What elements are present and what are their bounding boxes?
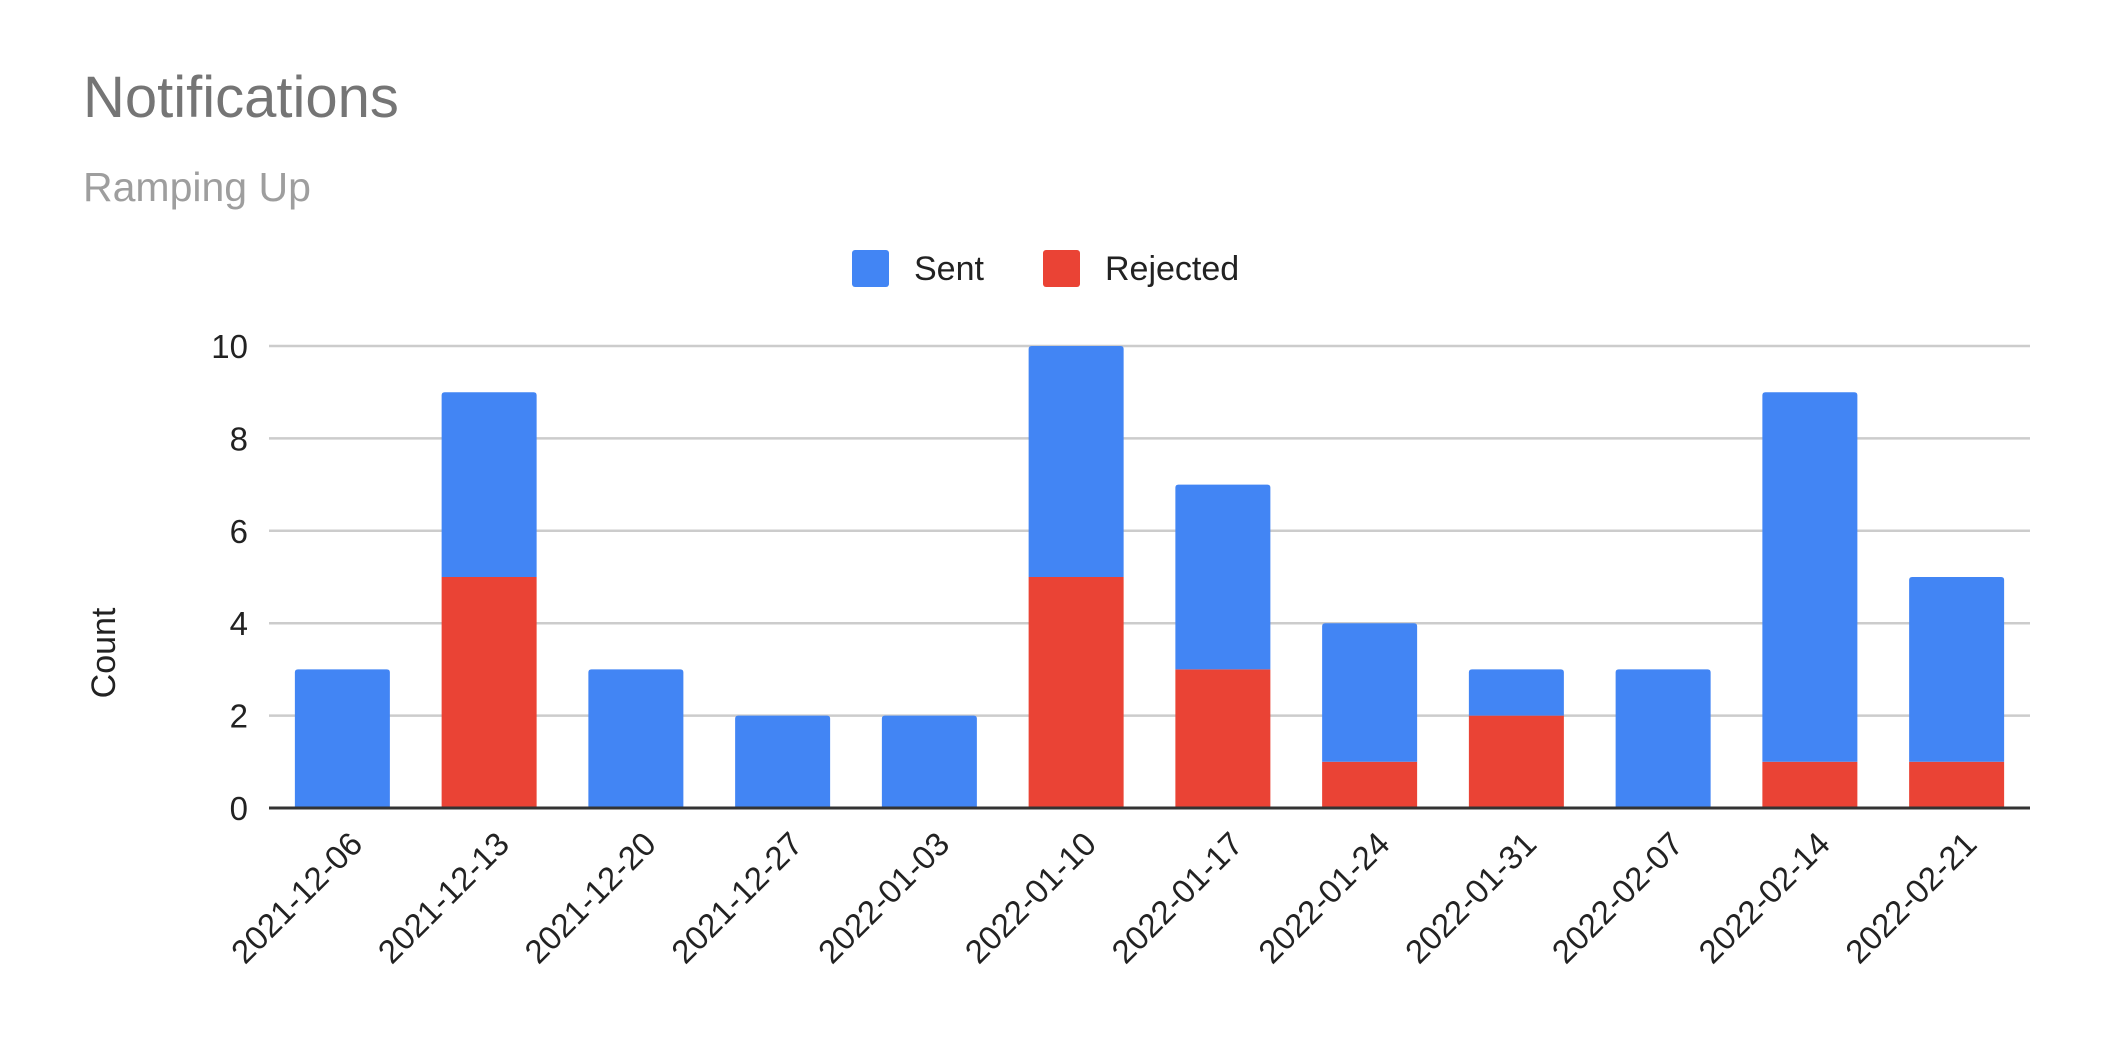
x-tick-label: 2022-01-03 [811,825,957,971]
x-tick-label: 2022-01-17 [1104,825,1250,971]
bar-rejected-2022-01-24 [1322,761,1418,808]
x-tick-label: 2022-02-07 [1545,825,1691,971]
bars [294,346,2005,808]
bar-sent-2022-01-03 [881,715,977,808]
legend-swatch-sent [852,250,889,287]
bar-sent-2021-12-13 [441,392,537,577]
x-tick-label: 2022-02-21 [1838,825,1984,971]
bar-sent-2022-01-31 [1468,669,1564,716]
x-tick-label: 2022-01-24 [1251,825,1397,971]
bar-sent-2022-02-14 [1762,392,1858,762]
x-tick-label: 2022-01-10 [958,825,1104,971]
legend-label-rejected: Rejected [1105,250,1239,288]
y-tick-label: 10 [211,328,248,365]
x-tick-label: 2021-12-13 [371,825,517,971]
x-tick-label: 2021-12-06 [224,825,370,971]
y-tick-label: 0 [230,790,248,827]
bar-sent-2022-01-17 [1175,484,1271,670]
y-axis-title: Count [85,607,123,698]
chart-subtitle: Ramping Up [83,164,311,210]
bar-sent-2022-01-10 [1028,346,1124,577]
y-axis: 0 2 4 6 8 10 [211,328,248,827]
bar-sent-2022-02-21 [1909,577,2005,762]
bar-sent-2021-12-27 [735,715,831,808]
bar-rejected-2022-01-10 [1028,577,1124,808]
bar-sent-2022-02-07 [1615,669,1711,808]
x-tick-label: 2022-02-14 [1691,825,1837,971]
y-tick-label: 8 [230,420,248,457]
x-axis: 2021-12-06 2021-12-13 2021-12-20 2021-12-27… [224,806,2030,971]
chart-title: Notifications [83,65,399,130]
bar-sent-2022-01-24 [1322,623,1418,762]
bar-rejected-2022-02-14 [1762,761,1858,808]
y-tick-label: 4 [230,605,248,642]
x-tick-label: 2021-12-20 [517,825,663,971]
bar-rejected-2021-12-13 [441,577,537,808]
bar-sent-2021-12-06 [294,669,390,808]
y-tick-label: 6 [230,513,248,550]
legend-label-sent: Sent [914,250,984,288]
bar-rejected-2022-01-31 [1468,715,1564,808]
x-tick-label: 2021-12-27 [664,825,810,971]
legend: Sent Rejected [852,250,1239,288]
x-tick-label: 2022-01-31 [1398,825,1544,971]
y-tick-label: 2 [230,698,248,735]
bar-rejected-2022-01-17 [1175,669,1271,808]
bar-rejected-2022-02-21 [1909,761,2005,808]
bar-sent-2021-12-20 [588,669,684,808]
gridlines [269,344,2030,717]
legend-swatch-rejected [1043,250,1080,287]
